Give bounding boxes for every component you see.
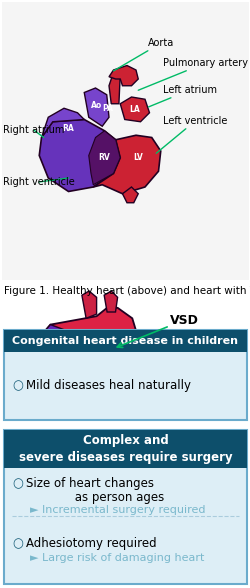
Text: Right ventricle: Right ventricle	[3, 177, 74, 187]
Text: Mild diseases heal naturally: Mild diseases heal naturally	[26, 379, 190, 393]
Text: Adhesiotomy required: Adhesiotomy required	[26, 537, 156, 550]
Polygon shape	[120, 97, 149, 122]
Text: RA: RA	[62, 124, 74, 133]
Text: Pulmonary artery: Pulmonary artery	[138, 58, 247, 90]
Text: Left ventricle: Left ventricle	[156, 116, 226, 153]
Polygon shape	[41, 108, 84, 138]
Polygon shape	[38, 325, 96, 386]
Polygon shape	[108, 65, 138, 86]
Polygon shape	[108, 72, 120, 103]
Polygon shape	[88, 131, 120, 185]
Polygon shape	[84, 88, 108, 126]
Text: Left atrium: Left atrium	[148, 85, 216, 107]
Text: Ao: Ao	[90, 102, 102, 111]
Polygon shape	[96, 342, 115, 360]
Polygon shape	[92, 335, 121, 369]
Text: LV: LV	[133, 153, 142, 162]
Text: Size of heart changes: Size of heart changes	[26, 477, 154, 490]
Polygon shape	[100, 379, 119, 396]
Text: ► Large risk of damaging heart: ► Large risk of damaging heart	[30, 553, 204, 563]
Text: Right atrium: Right atrium	[3, 125, 64, 138]
FancyBboxPatch shape	[4, 430, 246, 468]
Polygon shape	[39, 119, 120, 192]
Polygon shape	[104, 291, 117, 312]
Text: Congenital heart disease in children: Congenital heart disease in children	[12, 336, 237, 346]
Polygon shape	[82, 291, 96, 318]
Text: ► Incremental surgery required: ► Incremental surgery required	[30, 505, 205, 515]
FancyBboxPatch shape	[4, 330, 246, 352]
FancyBboxPatch shape	[4, 430, 246, 584]
FancyBboxPatch shape	[2, 2, 248, 280]
Text: Complex and
severe diseases require surgery: Complex and severe diseases require surg…	[18, 434, 232, 464]
Polygon shape	[38, 308, 138, 387]
Text: Aorta: Aorta	[113, 38, 174, 71]
Text: LA: LA	[129, 105, 140, 114]
Text: VSD: VSD	[117, 313, 198, 348]
Text: RV: RV	[98, 153, 110, 162]
Text: ○: ○	[12, 379, 23, 393]
Text: Figure 1. Healthy heart (above) and heart with VSD: Figure 1. Healthy heart (above) and hear…	[4, 286, 250, 296]
Text: as person ages: as person ages	[26, 490, 164, 503]
Polygon shape	[93, 135, 160, 194]
Text: ○: ○	[12, 477, 23, 490]
Text: PA: PA	[102, 103, 113, 113]
FancyBboxPatch shape	[4, 330, 246, 420]
Polygon shape	[122, 187, 138, 203]
Text: ○: ○	[12, 537, 23, 550]
